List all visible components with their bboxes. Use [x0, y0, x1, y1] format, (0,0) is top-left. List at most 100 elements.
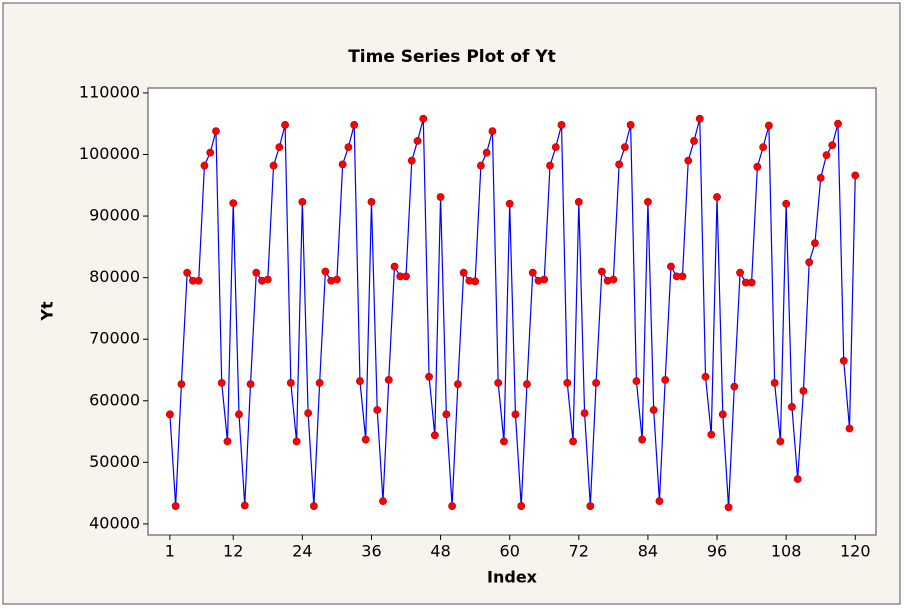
- data-point: [851, 171, 860, 180]
- data-point: [275, 143, 284, 152]
- y-tick-label: 40000: [89, 513, 140, 532]
- data-point: [511, 410, 520, 419]
- data-point: [632, 377, 641, 385]
- data-point: [816, 173, 825, 182]
- data-point: [482, 148, 491, 157]
- data-point: [292, 437, 301, 446]
- data-point: [309, 502, 318, 510]
- data-point: [419, 114, 428, 123]
- data-point: [206, 148, 215, 157]
- data-point: [240, 501, 249, 510]
- data-point: [638, 435, 647, 444]
- data-point: [281, 121, 289, 129]
- data-point: [592, 379, 600, 387]
- data-point: [379, 497, 387, 506]
- data-point: [770, 379, 779, 387]
- data-point: [730, 382, 739, 391]
- data-point: [701, 372, 710, 381]
- data-point: [361, 435, 370, 444]
- data-point: [488, 127, 497, 135]
- data-point: [724, 503, 733, 512]
- data-point: [690, 137, 698, 145]
- y-tick-label: 90000: [89, 206, 140, 225]
- data-point: [782, 199, 791, 208]
- data-point: [436, 193, 445, 201]
- data-point: [177, 380, 186, 389]
- data-point: [448, 502, 457, 510]
- chart-title: Time Series Plot of Yt: [348, 47, 556, 67]
- data-point: [667, 262, 675, 271]
- data-point: [586, 502, 595, 510]
- data-point: [384, 375, 393, 384]
- data-point: [413, 137, 422, 145]
- data-point: [747, 278, 756, 287]
- data-point: [563, 379, 572, 387]
- x-tick-label: 96: [707, 542, 727, 561]
- data-point: [649, 406, 658, 414]
- y-tick-label: 50000: [89, 452, 140, 471]
- x-tick-label: 84: [638, 542, 658, 561]
- data-point: [390, 262, 399, 271]
- data-point: [684, 156, 693, 165]
- x-tick-label: 12: [223, 542, 243, 561]
- x-tick-label: 36: [361, 542, 381, 561]
- x-tick-label: 24: [292, 542, 312, 561]
- data-point: [551, 143, 560, 152]
- data-point: [626, 121, 635, 129]
- data-point: [718, 410, 727, 419]
- data-point: [356, 377, 364, 385]
- data-point: [263, 275, 272, 284]
- data-point: [212, 127, 220, 135]
- data-point: [764, 121, 773, 130]
- x-tick-label: 120: [840, 542, 871, 561]
- data-point: [304, 409, 313, 417]
- data-point: [442, 410, 451, 419]
- data-point: [500, 437, 508, 446]
- data-point: [402, 272, 410, 281]
- data-point: [615, 160, 624, 169]
- data-point: [286, 379, 295, 387]
- data-point: [736, 268, 744, 277]
- data-point: [569, 437, 577, 446]
- data-point: [799, 387, 808, 395]
- data-point: [540, 275, 549, 284]
- data-point: [788, 403, 796, 411]
- y-tick-label: 60000: [89, 390, 140, 409]
- data-point: [269, 161, 278, 170]
- data-point: [367, 198, 376, 206]
- data-point: [557, 121, 566, 129]
- x-tick-label: 48: [430, 542, 450, 561]
- data-point: [333, 275, 341, 284]
- data-point: [425, 372, 433, 381]
- data-point: [350, 121, 359, 129]
- data-point: [165, 410, 174, 419]
- data-point: [373, 406, 382, 414]
- data-point: [828, 141, 837, 150]
- data-point: [517, 502, 526, 510]
- data-point: [217, 379, 226, 387]
- y-tick-label: 70000: [89, 329, 140, 348]
- data-point: [805, 258, 814, 267]
- data-point: [839, 356, 848, 365]
- data-point: [344, 143, 353, 152]
- data-point: [338, 160, 347, 169]
- data-point: [229, 199, 238, 208]
- x-tick-label: 108: [771, 542, 802, 561]
- data-point: [476, 161, 485, 170]
- x-tick-label: 1: [165, 542, 175, 561]
- y-tick-label: 110000: [79, 82, 140, 101]
- data-point: [223, 437, 232, 446]
- data-point: [505, 199, 514, 208]
- data-point: [315, 379, 324, 387]
- data-point: [252, 268, 261, 277]
- y-axis-label: Yt: [38, 301, 57, 322]
- data-point: [321, 267, 330, 276]
- data-point: [678, 272, 687, 281]
- data-point: [580, 409, 589, 417]
- plot-area: [147, 87, 877, 536]
- data-point: [200, 161, 209, 170]
- x-tick-label: 60: [500, 542, 520, 561]
- data-point: [811, 239, 819, 248]
- data-point: [753, 162, 762, 171]
- data-point: [459, 268, 468, 277]
